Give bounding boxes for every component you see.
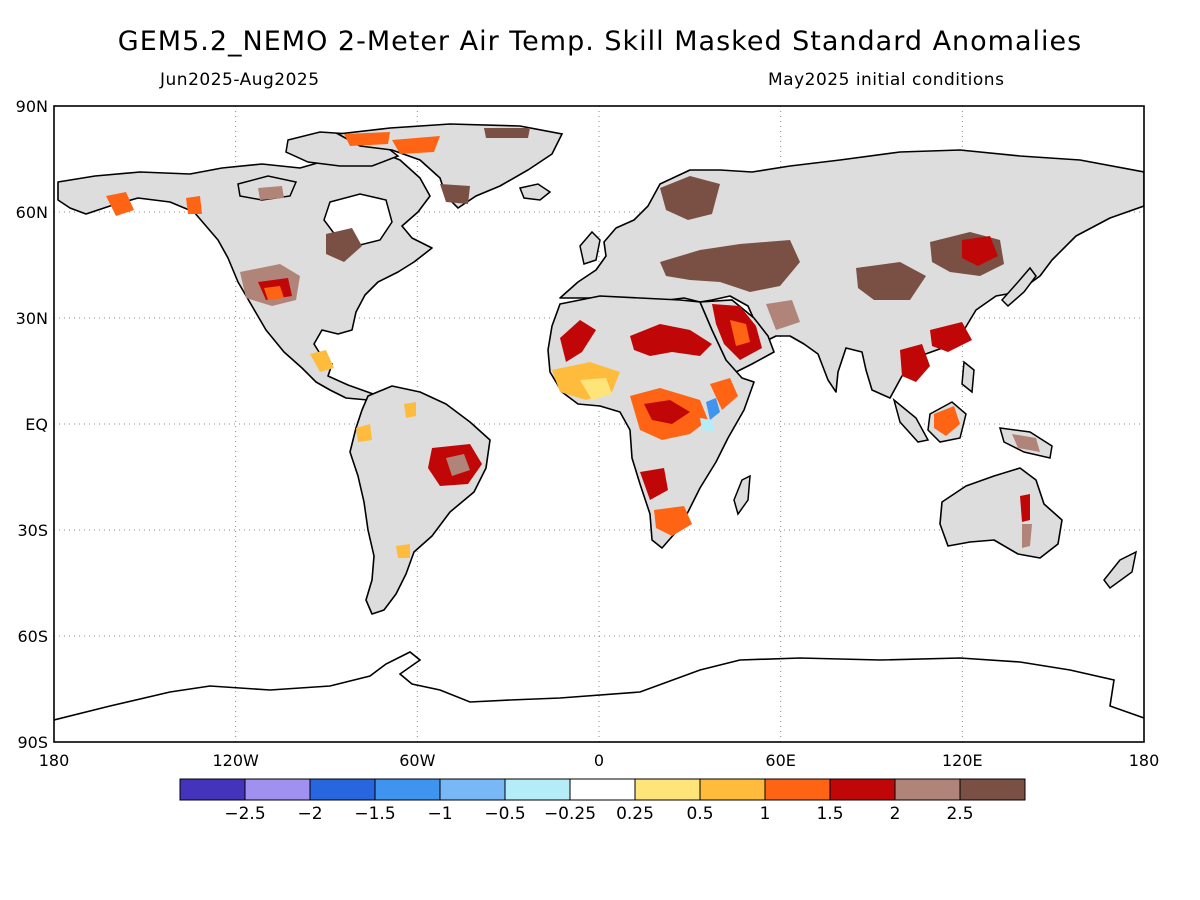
colorbar-swatch xyxy=(699,778,766,801)
anomaly-east-africa-cool xyxy=(706,398,720,420)
anomaly-south-china xyxy=(930,322,972,352)
anomaly-western-us-edge xyxy=(264,286,284,300)
anomaly-sahara xyxy=(560,320,596,362)
anomaly-venezuela xyxy=(404,402,416,418)
latitude-tick-label: 30N xyxy=(16,309,48,328)
land-australia xyxy=(939,467,1063,559)
colorbar-swatch xyxy=(894,778,961,801)
colorbar-tick-label: 0.5 xyxy=(686,804,713,824)
colorbar-swatch xyxy=(764,778,831,801)
land-sumatra xyxy=(892,397,930,443)
anomaly-greenland-ne xyxy=(392,136,440,154)
colorbar-swatch xyxy=(309,778,376,801)
longitude-tick-label: 0 xyxy=(594,751,604,770)
anomaly-new-guinea xyxy=(1012,434,1040,452)
anomaly-mongolia xyxy=(856,262,926,300)
anomaly-sahel xyxy=(630,324,712,356)
colorbar-swatch xyxy=(374,778,441,801)
colorbar-tick-label: 2 xyxy=(890,804,901,824)
anomaly-southern-africa-2 xyxy=(654,506,692,536)
init-conditions-label: May2025 initial conditions xyxy=(768,70,1005,90)
latitude-tick-label: 30S xyxy=(17,521,48,540)
colorbar-tick-label: −0.5 xyxy=(484,804,525,824)
map-title: GEM5.2_NEMO 2-Meter Air Temp. Skill Mask… xyxy=(117,26,1083,57)
anomaly-greenland-south xyxy=(440,184,470,204)
anomaly-central-asia-light xyxy=(766,300,800,330)
anomaly-se-asia xyxy=(900,344,930,382)
anomaly-ne-china-core xyxy=(962,236,998,266)
land-iceland xyxy=(518,183,552,201)
longitude-tick-label: 60E xyxy=(765,751,795,770)
colorbar-tick-label: −0.25 xyxy=(544,804,596,824)
colorbar-tick-label: −1.5 xyxy=(354,804,395,824)
land-new-zealand xyxy=(1103,550,1138,590)
anomaly-australia xyxy=(1020,494,1030,522)
land-madagascar xyxy=(733,474,751,516)
land-japan xyxy=(1000,266,1037,308)
anomaly-layer xyxy=(106,128,1040,558)
anomaly-alaska-2 xyxy=(186,196,202,214)
colorbar-swatch xyxy=(634,778,701,801)
land-greenland xyxy=(335,123,564,210)
anomaly-borneo xyxy=(934,406,960,436)
anomaly-arabia-core xyxy=(730,320,750,346)
latitude-tick-label: 60N xyxy=(16,203,48,222)
colorbar: −2.5 −2 −1.5 −1 −0.5 −0.25 0.25 0.5 1 1.5 2 2.5 xyxy=(179,778,1026,824)
anomaly-central-brazil-edge xyxy=(446,454,470,476)
colorbar-tick-label: 1.5 xyxy=(816,804,843,824)
colorbar-swatch xyxy=(959,778,1026,801)
longitude-tick-label: 120W xyxy=(212,751,259,770)
longitude-tick-label: 120E xyxy=(942,751,983,770)
colorbar-swatch xyxy=(439,778,506,801)
anomaly-east-africa-cool-edge xyxy=(700,418,714,432)
anomaly-amazon-west xyxy=(356,424,372,442)
colorbar-tick-label: 1 xyxy=(760,804,771,824)
anomaly-central-asia xyxy=(660,240,800,292)
colorbar-swatch xyxy=(179,778,246,801)
longitude-tick-label: 180 xyxy=(1129,751,1160,770)
anomaly-central-africa-core xyxy=(644,400,690,424)
anomaly-patagonia xyxy=(396,544,410,558)
land-south-america xyxy=(349,385,491,615)
colorbar-tick-label: −2 xyxy=(297,804,322,824)
latitude-tick-label: 90N xyxy=(16,97,48,116)
colorbar-tick-label: −1 xyxy=(427,804,452,824)
anomaly-scandinavia xyxy=(660,176,720,220)
colorbar-tick-label: 0.25 xyxy=(616,804,654,824)
map-frame xyxy=(53,105,1145,743)
anomaly-greenland-north xyxy=(344,132,390,146)
longitude-tick-label: 180 xyxy=(39,751,70,770)
latitude-tick-label: 90S xyxy=(17,733,48,752)
anomaly-southern-africa xyxy=(640,468,668,500)
land-philippines xyxy=(961,360,975,394)
anomaly-alaska xyxy=(106,192,134,216)
latitude-tick-label: 60S xyxy=(17,627,48,646)
colorbar-swatch xyxy=(244,778,311,801)
longitude-tick-label: 60W xyxy=(399,751,435,770)
anomaly-east-africa xyxy=(710,378,738,410)
land-antarctica-outline xyxy=(54,651,1144,721)
anomaly-greenland-top xyxy=(484,128,530,138)
colorbar-swatch xyxy=(569,778,636,801)
anomaly-great-lakes xyxy=(326,228,362,262)
season-label: Jun2025-Aug2025 xyxy=(160,70,320,90)
colorbar-swatch xyxy=(504,778,571,801)
colorbar-tick-label: 2.5 xyxy=(946,804,973,824)
land-british-isles xyxy=(579,230,601,265)
anomaly-canada xyxy=(258,186,284,200)
colorbar-tick-label: −2.5 xyxy=(224,804,265,824)
latitude-tick-label: EQ xyxy=(25,415,48,434)
colorbar-swatch xyxy=(829,778,896,801)
anomaly-australia-2 xyxy=(1022,524,1032,548)
anomaly-mexico xyxy=(310,350,334,372)
anomaly-west-africa-2 xyxy=(580,378,612,400)
